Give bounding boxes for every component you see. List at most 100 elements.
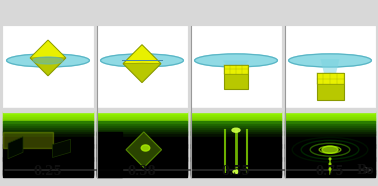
Bar: [191, 134, 281, 138]
Bar: [285, 137, 375, 140]
Polygon shape: [126, 132, 161, 167]
Bar: [97, 173, 187, 177]
Bar: [191, 110, 281, 114]
Bar: [191, 130, 281, 134]
Bar: [3, 113, 93, 116]
Bar: [191, 173, 281, 177]
Bar: [285, 173, 375, 177]
Bar: [3, 128, 93, 132]
Bar: [285, 119, 375, 123]
Bar: [191, 132, 281, 136]
Bar: [97, 167, 187, 171]
Bar: [97, 143, 187, 147]
Bar: [3, 137, 93, 140]
Ellipse shape: [33, 57, 63, 64]
Bar: [97, 158, 187, 162]
Bar: [224, 65, 248, 74]
Bar: [285, 112, 375, 177]
Ellipse shape: [288, 54, 372, 67]
Bar: [3, 156, 93, 160]
Bar: [191, 108, 281, 112]
Bar: [285, 171, 375, 175]
Bar: [191, 160, 281, 164]
Bar: [97, 132, 187, 136]
Bar: [285, 108, 375, 112]
Bar: [3, 130, 93, 134]
Bar: [3, 110, 93, 114]
Bar: [191, 150, 281, 153]
Bar: [97, 110, 187, 114]
Bar: [97, 108, 187, 112]
Bar: [97, 113, 187, 116]
Bar: [285, 134, 375, 138]
Bar: [3, 132, 53, 148]
Polygon shape: [123, 45, 161, 83]
Bar: [97, 124, 187, 127]
Bar: [191, 143, 281, 147]
Bar: [191, 158, 281, 162]
Polygon shape: [30, 40, 66, 76]
Polygon shape: [223, 60, 249, 65]
Bar: [285, 143, 375, 147]
Bar: [97, 137, 187, 140]
Bar: [285, 163, 375, 166]
Bar: [191, 128, 281, 132]
Bar: [285, 145, 375, 149]
Bar: [191, 115, 281, 118]
Bar: [285, 165, 375, 168]
Text: 0.55: 0.55: [222, 165, 250, 178]
Bar: [191, 169, 281, 173]
Bar: [191, 112, 281, 177]
Bar: [97, 169, 187, 173]
Bar: [3, 119, 93, 123]
Bar: [3, 150, 93, 153]
Bar: [316, 73, 344, 100]
Bar: [97, 126, 187, 129]
Bar: [97, 121, 187, 125]
Bar: [191, 145, 281, 149]
Ellipse shape: [329, 158, 331, 160]
Bar: [97, 141, 187, 145]
Bar: [285, 26, 375, 108]
Bar: [285, 169, 375, 173]
Ellipse shape: [141, 145, 150, 151]
Bar: [191, 119, 281, 123]
Bar: [3, 115, 93, 118]
Bar: [3, 169, 93, 173]
Bar: [285, 167, 375, 171]
Bar: [285, 128, 375, 132]
Bar: [191, 139, 281, 142]
Bar: [97, 150, 187, 153]
Bar: [191, 163, 281, 166]
Bar: [97, 26, 187, 108]
Bar: [285, 132, 375, 136]
Text: 0.38: 0.38: [128, 165, 156, 178]
Text: Bo: Bo: [356, 164, 374, 177]
Bar: [285, 141, 375, 145]
Bar: [285, 152, 375, 155]
Bar: [97, 165, 187, 168]
Bar: [97, 152, 187, 155]
Polygon shape: [123, 45, 161, 64]
Bar: [97, 147, 187, 151]
Bar: [3, 112, 93, 177]
Bar: [3, 26, 93, 108]
Bar: [3, 108, 93, 112]
Bar: [3, 134, 93, 138]
Bar: [97, 139, 187, 142]
Bar: [285, 139, 375, 142]
Bar: [3, 171, 93, 175]
Bar: [97, 115, 187, 118]
Bar: [316, 73, 344, 84]
Bar: [97, 163, 187, 166]
Bar: [97, 160, 187, 164]
Bar: [285, 160, 375, 164]
Polygon shape: [30, 40, 66, 58]
Bar: [97, 171, 187, 175]
Bar: [97, 145, 187, 149]
Bar: [3, 163, 93, 166]
Bar: [3, 132, 93, 136]
Ellipse shape: [233, 170, 239, 173]
Bar: [285, 130, 375, 134]
Bar: [3, 147, 93, 151]
